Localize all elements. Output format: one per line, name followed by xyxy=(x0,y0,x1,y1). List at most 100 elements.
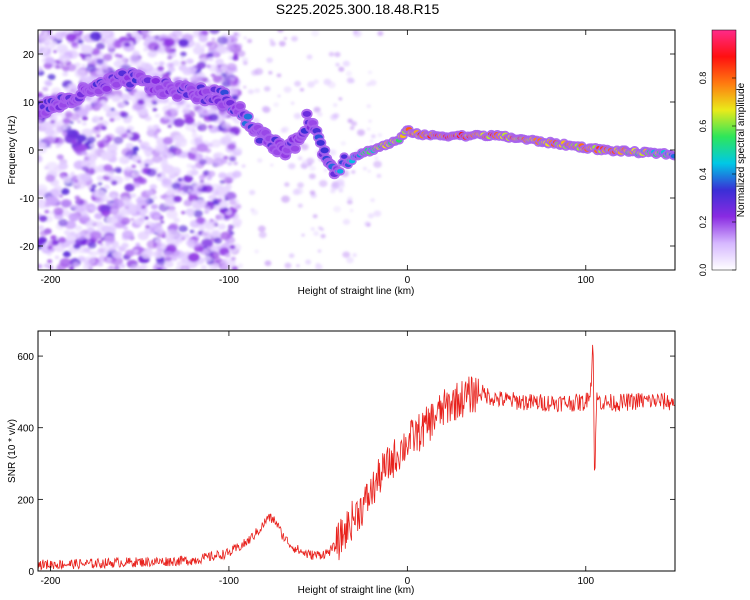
noise-blob xyxy=(87,241,97,249)
noise-blob xyxy=(191,132,198,138)
noise-blob xyxy=(208,64,219,73)
noise-blob xyxy=(44,202,51,208)
noise-blob xyxy=(50,189,60,196)
noise-blob xyxy=(209,30,220,35)
noise-blob xyxy=(170,107,180,115)
noise-blob xyxy=(283,37,287,40)
noise-blob xyxy=(165,189,174,196)
noise-blob xyxy=(39,198,43,202)
noise-blob xyxy=(257,158,263,163)
noise-blob xyxy=(373,210,382,217)
noise-blob xyxy=(219,259,224,263)
noise-blob xyxy=(147,125,154,131)
noise-blob xyxy=(353,30,362,38)
ridge-core xyxy=(302,110,312,117)
noise-blob xyxy=(237,50,246,57)
noise-blob xyxy=(154,144,166,153)
noise-blob xyxy=(122,225,129,230)
noise-blob xyxy=(47,73,56,81)
noise-blob xyxy=(90,47,101,56)
noise-blob xyxy=(152,124,160,130)
noise-blob xyxy=(241,57,249,63)
noise-blob xyxy=(87,186,93,190)
noise-blob xyxy=(193,209,203,218)
noise-blob xyxy=(109,117,115,122)
ridge-core xyxy=(316,139,325,146)
noise-blob xyxy=(340,141,346,146)
noise-blob xyxy=(173,250,185,259)
noise-blob xyxy=(111,94,121,103)
noise-blob xyxy=(192,45,205,55)
noise-blob xyxy=(212,75,223,83)
noise-blob xyxy=(318,179,328,188)
noise-blob xyxy=(227,161,233,166)
noise-blob xyxy=(72,261,80,268)
noise-blob xyxy=(146,189,153,195)
noise-blob xyxy=(168,205,176,212)
noise-blob xyxy=(290,101,295,105)
noise-blob xyxy=(373,160,382,168)
noise-blob xyxy=(103,184,110,190)
noise-blob xyxy=(151,155,163,164)
noise-blob xyxy=(223,176,233,184)
noise-blob xyxy=(251,69,259,76)
noise-blob xyxy=(106,43,115,50)
noise-blob xyxy=(113,136,124,145)
snr-y-tick-label: 0 xyxy=(28,567,34,578)
noise-blob xyxy=(181,237,186,241)
noise-blob xyxy=(137,160,142,164)
noise-blob xyxy=(224,253,231,258)
noise-blob xyxy=(203,206,211,212)
noise-blob xyxy=(70,171,75,176)
noise-blob xyxy=(200,264,208,270)
noise-blob xyxy=(56,263,67,270)
noise-blob xyxy=(122,230,134,240)
noise-blob xyxy=(105,241,112,246)
noise-blob xyxy=(86,94,98,104)
noise-blob xyxy=(229,206,234,210)
noise-blob xyxy=(38,264,43,269)
snr-panel: -200 -100 0 100 0 200 400 600 Height of straigh… xyxy=(7,330,676,596)
noise-blob xyxy=(161,266,168,270)
noise-blob xyxy=(99,99,107,105)
colorbar-gradient xyxy=(711,29,737,271)
noise-blob xyxy=(64,111,73,117)
noise-blob xyxy=(217,223,226,230)
noise-blob xyxy=(89,31,102,41)
noise-blob xyxy=(166,210,178,219)
noise-blob xyxy=(167,201,174,206)
noise-blob xyxy=(114,214,120,219)
noise-blob xyxy=(120,102,126,107)
noise-blob xyxy=(55,143,61,148)
noise-blob xyxy=(154,113,161,118)
noise-blob xyxy=(38,66,44,73)
noise-blob xyxy=(62,117,71,125)
noise-blob xyxy=(194,199,207,209)
noise-blob xyxy=(53,49,58,54)
noise-blob xyxy=(187,58,194,64)
noise-blob xyxy=(320,234,326,239)
noise-blob xyxy=(68,266,75,270)
noise-blob xyxy=(166,152,174,159)
noise-blob xyxy=(335,178,345,186)
noise-blob xyxy=(83,256,96,266)
noise-blob xyxy=(145,151,152,158)
noise-blob xyxy=(58,162,68,171)
noise-blob xyxy=(229,244,236,250)
noise-blob xyxy=(163,99,169,103)
noise-blob xyxy=(273,102,279,108)
noise-blob xyxy=(81,248,88,253)
noise-blob xyxy=(180,56,185,60)
ridge-core xyxy=(337,169,344,174)
noise-blob xyxy=(58,194,64,198)
noise-blob xyxy=(45,174,56,183)
noise-blob xyxy=(225,183,232,189)
noise-blob xyxy=(167,55,173,60)
noise-blob xyxy=(112,251,123,259)
noise-blob xyxy=(277,30,284,33)
colorbar-tick-label: 0.0 xyxy=(698,264,708,277)
noise-blob xyxy=(163,250,175,260)
noise-blob xyxy=(308,173,316,180)
noise-blob xyxy=(220,263,230,270)
noise-blob xyxy=(346,199,353,205)
